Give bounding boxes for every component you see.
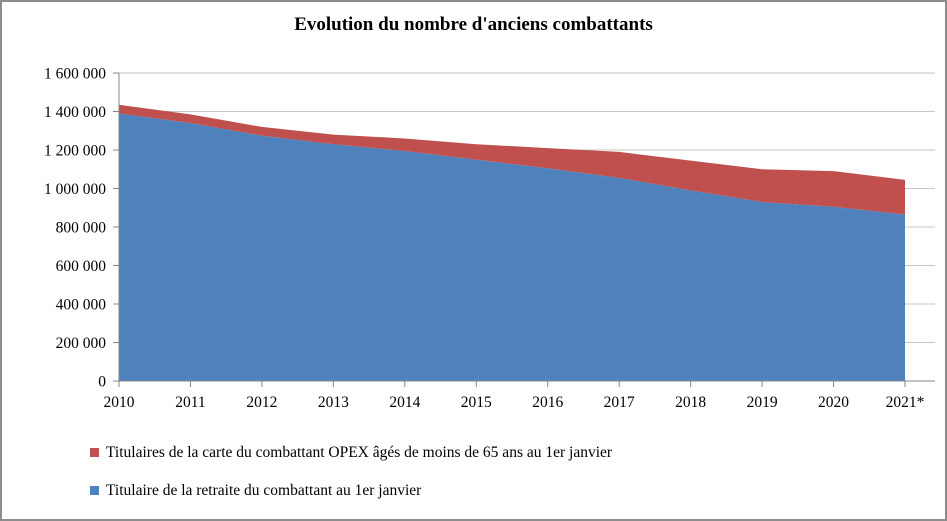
x-axis-label: 2021* (886, 394, 925, 411)
area-series-retraite (119, 113, 905, 382)
legend-item-opex: Titulaires de la carte du combattant OPE… (90, 442, 612, 463)
x-axis-label: 2011 (175, 394, 205, 411)
legend-swatch-opex (90, 448, 99, 457)
chart-title: Evolution du nombre d'anciens combattant… (294, 14, 653, 35)
x-axis-label: 2014 (389, 394, 420, 411)
y-axis-label: 0 (98, 374, 106, 391)
x-axis-label: 2020 (818, 394, 849, 411)
x-axis-label: 2015 (461, 394, 492, 411)
legend-swatch-retraite (90, 486, 99, 495)
x-axis-label: 2019 (747, 394, 778, 411)
x-axis-label: 2016 (532, 394, 563, 411)
x-axis-label: 2012 (246, 394, 277, 411)
area-series-opex (119, 104, 905, 215)
legend: Titulaires de la carte du combattant OPE… (90, 442, 612, 518)
plot-area: 0 200 000 400 000 600 000 800 000 1 000 000 1 … (44, 66, 935, 411)
x-axis-label: 2017 (604, 394, 635, 411)
legend-item-retraite: Titulaire de la retraite du combattant a… (90, 480, 612, 501)
y-axis-label: 1 400 000 (44, 104, 106, 121)
y-axis-label: 800 000 (56, 220, 107, 237)
y-axis-label: 200 000 (56, 335, 107, 352)
y-axis-label: 600 000 (56, 258, 107, 275)
legend-label-retraite: Titulaire de la retraite du combattant a… (106, 481, 422, 499)
y-axis-label: 1 000 000 (44, 181, 106, 198)
legend-label-opex: Titulaires de la carte du combattant OPE… (106, 443, 613, 461)
x-axis-label: 2013 (318, 394, 349, 411)
y-axis-label: 400 000 (56, 297, 107, 314)
y-axis-label: 1 200 000 (44, 143, 106, 160)
x-axis-label: 2018 (675, 394, 706, 411)
y-axis-label: 1 600 000 (44, 66, 106, 83)
x-axis-label: 2010 (104, 394, 135, 411)
